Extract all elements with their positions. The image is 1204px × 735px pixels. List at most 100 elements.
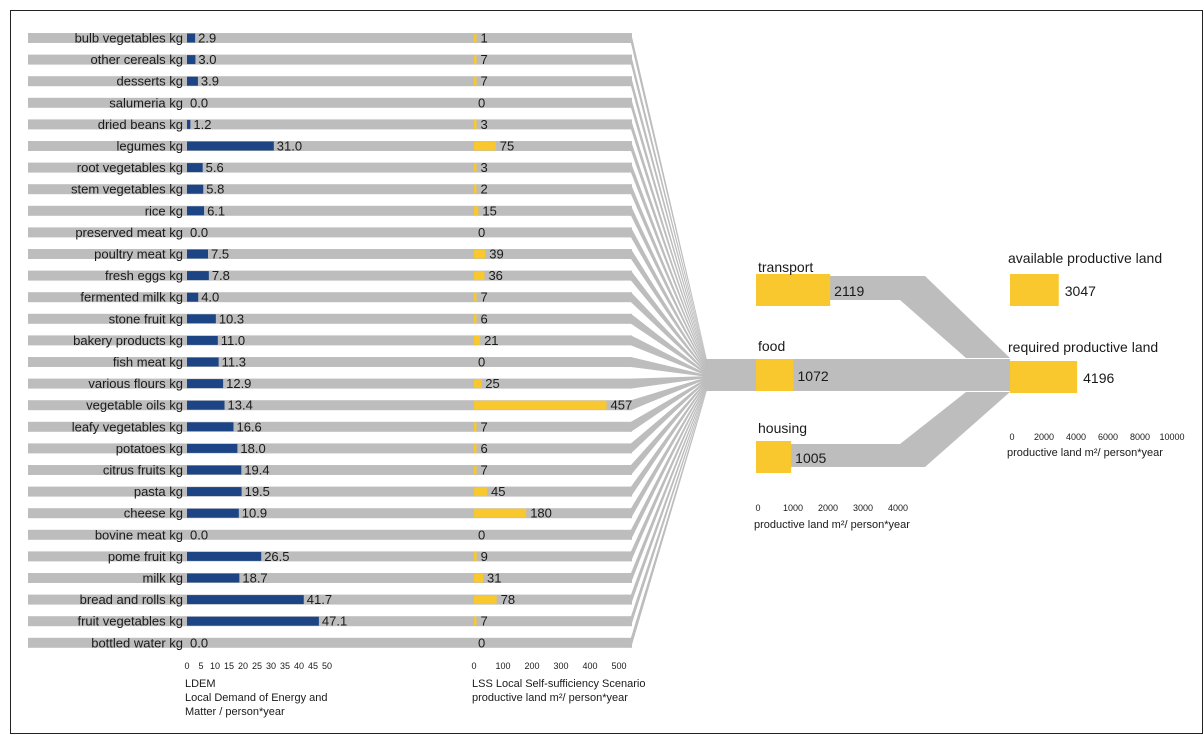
- funnel-band: [631, 386, 707, 605]
- lss-tick: 400: [582, 661, 597, 671]
- lss-value-label: 78: [501, 592, 515, 607]
- ldem-value-label: 0.0: [190, 95, 208, 110]
- funnel-band: [631, 249, 707, 372]
- ldem-value-label: 11.0: [221, 333, 245, 348]
- lss-bar: [474, 33, 477, 43]
- row-band: [28, 162, 632, 173]
- ldem-tick: 35: [280, 661, 290, 671]
- category-label: citrus fruits kg: [103, 463, 183, 478]
- row-band: [28, 119, 632, 130]
- ldem-value-label: 18.7: [242, 571, 267, 586]
- ldem-value-label: 0.0: [190, 527, 208, 542]
- sector-value-label: 2119: [834, 283, 864, 299]
- funnel-band: [631, 227, 707, 371]
- ldem-value-label: 3.0: [198, 52, 216, 67]
- lss-value-label: 7: [481, 419, 488, 434]
- category-label: vegetable oils kg: [86, 398, 183, 413]
- category-label: bottled water kg: [91, 635, 183, 650]
- lss-bar: [474, 465, 477, 475]
- ldem-value-label: 7.8: [212, 268, 230, 283]
- lss-value-label: 21: [484, 333, 498, 348]
- ldem-bar: [187, 465, 242, 475]
- ldem-bar: [187, 616, 319, 626]
- row-band: [28, 184, 632, 195]
- ldem-axis-label: LDEM: [185, 678, 216, 690]
- lss-value-label: 0: [478, 635, 485, 650]
- funnel-band: [631, 76, 707, 364]
- lss-tick: 500: [611, 661, 626, 671]
- category-label: fermented milk kg: [80, 290, 183, 305]
- ldem-value-label: 11.3: [222, 355, 246, 370]
- lss-bar: [474, 551, 477, 561]
- category-label: salumeria kg: [109, 95, 183, 110]
- lss-value-label: 180: [530, 506, 552, 521]
- lss-value-label: 31: [487, 571, 501, 586]
- funnel-band: [631, 380, 707, 475]
- category-label: dried beans kg: [98, 117, 183, 132]
- category-label: fresh eggs kg: [105, 268, 183, 283]
- ldem-value-label: 16.6: [236, 419, 261, 434]
- row-band: [28, 443, 632, 454]
- row-band: [28, 54, 632, 65]
- category-label: preserved meat kg: [75, 225, 183, 240]
- lss-bar: [474, 314, 477, 324]
- lss-tick: 100: [495, 661, 510, 671]
- food-band: [705, 359, 1010, 391]
- ldem-value-label: 1.2: [193, 117, 211, 132]
- ldem-value-label: 47.1: [322, 614, 347, 629]
- row-band: [28, 33, 632, 43]
- funnel-band: [631, 141, 707, 367]
- total-label: available productive land: [1008, 250, 1162, 266]
- lss-value-label: 6: [481, 441, 488, 456]
- lss-bar: [474, 595, 497, 605]
- category-label: milk kg: [143, 571, 183, 586]
- lss-value-label: 2: [481, 182, 488, 197]
- sector-bar: [756, 274, 831, 306]
- ldem-tick: 10: [210, 661, 220, 671]
- ldem-bar: [187, 508, 239, 518]
- row-band: [28, 292, 632, 303]
- ldem-bar: [187, 573, 240, 583]
- lss-axis-label: productive land m²/ person*year: [472, 692, 628, 704]
- category-label: other cereals kg: [91, 52, 184, 67]
- sector-tick: 1000: [783, 503, 803, 513]
- ldem-tick: 20: [238, 661, 248, 671]
- funnel-band: [631, 205, 707, 370]
- category-label: rice kg: [145, 203, 183, 218]
- row-band: [28, 637, 632, 648]
- funnel-bottom-edge: [631, 391, 707, 648]
- sector-bar: [756, 441, 792, 473]
- category-label: leafy vegetables kg: [72, 419, 183, 434]
- category-label: bread and rolls kg: [80, 592, 183, 607]
- row-band: [28, 465, 632, 475]
- lss-value-label: 15: [482, 203, 496, 218]
- funnel-band: [631, 184, 707, 369]
- total-tick: 0: [1009, 432, 1014, 442]
- row-band: [28, 529, 632, 540]
- total-value-label: 4196: [1083, 370, 1114, 386]
- lss-bar: [474, 119, 477, 129]
- lss-bar: [474, 400, 607, 410]
- lss-bar: [474, 616, 477, 626]
- ldem-value-label: 18.0: [240, 441, 265, 456]
- ldem-bar: [187, 141, 274, 151]
- ldem-value-label: 2.9: [198, 31, 216, 46]
- row-band: [28, 573, 632, 583]
- ldem-value-label: 26.5: [264, 549, 289, 564]
- lss-bar: [474, 508, 527, 518]
- total-tick: 10000: [1159, 432, 1184, 442]
- lss-value-label: 6: [481, 311, 488, 326]
- sector-label: housing: [758, 420, 807, 436]
- total-bar: [1010, 274, 1059, 306]
- funnel-band: [631, 379, 707, 454]
- funnel-band: [631, 54, 707, 363]
- row-band: [28, 421, 632, 432]
- lss-value-label: 75: [500, 139, 514, 154]
- ldem-bar: [187, 184, 204, 194]
- lss-value-label: 3: [481, 160, 488, 175]
- ldem-value-label: 7.5: [211, 247, 229, 262]
- row-band: [28, 378, 632, 389]
- ldem-bar: [187, 292, 199, 302]
- ldem-value-label: 3.9: [201, 74, 219, 89]
